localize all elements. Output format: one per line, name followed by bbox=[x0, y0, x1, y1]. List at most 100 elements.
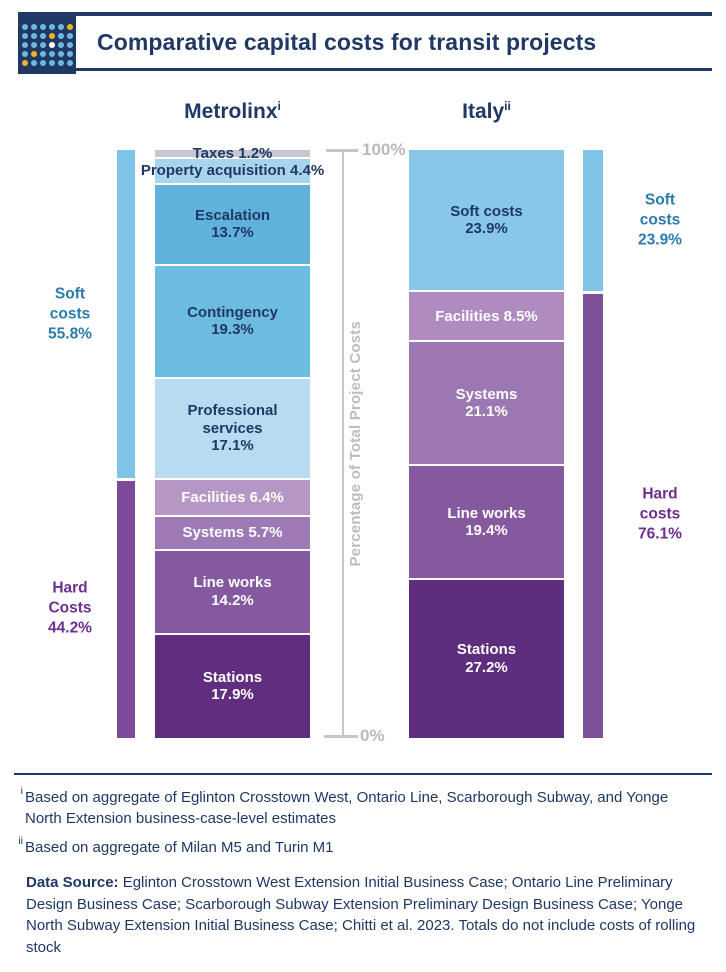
logo-dot bbox=[21, 24, 28, 30]
header: Comparative capital costs for transit pr… bbox=[18, 12, 712, 74]
logo-dot bbox=[21, 42, 28, 48]
bar-segment-systems: Systems 21.1% bbox=[409, 340, 564, 465]
bar-segment-soft-costs: Soft costs 23.9% bbox=[409, 150, 564, 291]
footnote-ii-text: Based on aggregate of Milan M5 and Turin… bbox=[25, 839, 334, 856]
summary-label-soft-costs: Soft costs 55.8% bbox=[48, 285, 92, 342]
summary-label-hard-costs: Hard costs 76.1% bbox=[638, 485, 682, 543]
y-axis-label-100: 100% bbox=[362, 140, 406, 159]
y-axis-title: Percentage of Total Project Costs bbox=[346, 321, 364, 567]
logo-dot bbox=[66, 60, 73, 66]
data-source-label: Data Source: bbox=[26, 874, 119, 891]
bar-segment-professional-services: Professional services 17.1% bbox=[155, 377, 310, 478]
logo-dot bbox=[48, 60, 55, 66]
bar-segment-systems: Systems 5.7% bbox=[155, 515, 310, 550]
bar-segment-label: Taxes 1.2% bbox=[192, 144, 273, 162]
summary-segment-hard-costs bbox=[117, 478, 135, 738]
bar-segment-facilities: Facilities 6.4% bbox=[155, 477, 310, 516]
footnotes: i Based on aggregate of Eglinton Crosstow… bbox=[0, 786, 726, 858]
stacked-bar-metrolinx: Taxes 1.2% Property acquisition 4.4% Escal… bbox=[141, 145, 324, 738]
dot-grid-logo bbox=[18, 16, 76, 74]
summary-segment-hard-costs bbox=[583, 290, 603, 738]
bar-segment-stations: Stations 27.2% bbox=[409, 578, 564, 738]
title-bar: Comparative capital costs for transit pr… bbox=[76, 16, 712, 71]
logo-dot bbox=[39, 24, 46, 30]
bar-title-metrolinx-label: Metrolinx bbox=[184, 100, 278, 123]
bar-segment-label: Escalation 13.7% bbox=[194, 206, 271, 242]
y-axis-tick-0 bbox=[324, 735, 358, 738]
logo-dot bbox=[21, 60, 28, 66]
bar-segment-label: Line works 19.4% bbox=[447, 504, 526, 540]
summary-segment-soft-costs bbox=[583, 150, 603, 291]
logo-dot bbox=[66, 51, 73, 57]
bar-segment-label: Line works 14.2% bbox=[193, 574, 272, 609]
logo-dot bbox=[30, 24, 37, 30]
bar-segment-label: Property acquisition 4.4% bbox=[140, 162, 325, 180]
data-source-text: Eglinton Crosstown West Extension Initia… bbox=[26, 874, 696, 956]
bar-segment-label: Stations 17.9% bbox=[202, 668, 263, 704]
bar-segment-facilities: Facilities 8.5% bbox=[409, 290, 564, 341]
y-axis-title-wrap: Percentage of Total Project Costs bbox=[345, 150, 365, 738]
logo-dot bbox=[57, 24, 64, 30]
logo-dot bbox=[48, 42, 55, 48]
logo-dot bbox=[66, 24, 73, 30]
summary-bar-italy bbox=[583, 150, 603, 738]
stacked-bar-chart: Metrolinxi Italyii Soft costs 55.8% Hard Cos… bbox=[0, 90, 726, 750]
bar-segment-property-acquisition: Property acquisition 4.4% bbox=[141, 157, 324, 183]
logo-dot bbox=[57, 33, 64, 39]
logo-dot bbox=[48, 33, 55, 39]
bar-title-italy: Italyii bbox=[409, 100, 564, 124]
footnote-ii: ii Based on aggregate of Milan M5 and Tur… bbox=[18, 836, 704, 858]
footer-divider bbox=[14, 773, 712, 775]
logo-dot bbox=[39, 51, 46, 57]
logo-dot bbox=[39, 60, 46, 66]
bar-segment-line-works: Line works 14.2% bbox=[155, 549, 310, 633]
bar-title-italy-label: Italy bbox=[462, 100, 505, 123]
bar-segment-label: Facilities 6.4% bbox=[181, 488, 284, 506]
y-axis-label-0: 0% bbox=[360, 726, 385, 745]
logo-dot bbox=[21, 51, 28, 57]
footnote-mark-i: i bbox=[277, 99, 281, 113]
logo-dot bbox=[30, 51, 37, 57]
logo-dot bbox=[39, 42, 46, 48]
footnote-i-text: Based on aggregate of Eglinton Crosstown… bbox=[25, 789, 669, 827]
summary-labels-italy: Soft costs 23.9% Hard costs 76.1% bbox=[612, 150, 708, 738]
summary-bar-metrolinx bbox=[117, 150, 135, 738]
footnote-mark-ii: ii bbox=[504, 99, 511, 113]
bar-segment-label: Systems 21.1% bbox=[455, 385, 518, 421]
bar-segment-label: Facilities 8.5% bbox=[435, 307, 538, 325]
bar-segment-label: Systems 5.7% bbox=[182, 524, 283, 542]
logo-dot bbox=[30, 60, 37, 66]
bar-segment-label: Soft costs 23.9% bbox=[450, 202, 523, 238]
y-axis-line bbox=[342, 150, 344, 738]
logo-dot bbox=[66, 33, 73, 39]
bar-segment-taxes: Taxes 1.2% bbox=[155, 145, 310, 162]
logo-dot bbox=[57, 42, 64, 48]
bar-title-metrolinx: Metrolinxi bbox=[155, 100, 310, 124]
bar-segment-stations: Stations 17.9% bbox=[155, 632, 310, 738]
footnote-i: i Based on aggregate of Eglinton Crosstow… bbox=[21, 786, 704, 829]
y-axis-tick-100 bbox=[326, 149, 358, 152]
summary-labels-metrolinx: Soft costs 55.8% Hard Costs 44.2% bbox=[32, 150, 108, 738]
bar-segment-escalation: Escalation 13.7% bbox=[155, 182, 310, 264]
logo-dot bbox=[57, 51, 64, 57]
summary-segment-soft-costs bbox=[117, 150, 135, 479]
logo-dot bbox=[66, 42, 73, 48]
logo-dot bbox=[48, 24, 55, 30]
summary-label-hard-costs: Hard Costs 44.2% bbox=[48, 579, 92, 636]
bar-segment-label: Contingency 19.3% bbox=[187, 303, 278, 339]
logo-dot bbox=[30, 33, 37, 39]
bar-segment-label: Stations 27.2% bbox=[456, 641, 517, 677]
data-source: Data Source: Eglinton Crosstown West Ext… bbox=[26, 872, 704, 958]
logo-dot bbox=[48, 51, 55, 57]
footnote-ii-mark: ii bbox=[18, 835, 23, 847]
footnote-i-mark: i bbox=[20, 785, 23, 797]
summary-label-soft-costs: Soft costs 23.9% bbox=[638, 191, 682, 249]
stacked-bar-italy: Soft costs 23.9% Facilities 8.5% Systems 21.… bbox=[409, 150, 564, 738]
logo-dot bbox=[21, 33, 28, 39]
dot-grid bbox=[21, 24, 73, 66]
bar-segment-line-works: Line works 19.4% bbox=[409, 464, 564, 579]
page-title: Comparative capital costs for transit pr… bbox=[97, 28, 597, 55]
logo-dot bbox=[30, 42, 37, 48]
logo-dot bbox=[57, 60, 64, 66]
logo-dot bbox=[39, 33, 46, 39]
